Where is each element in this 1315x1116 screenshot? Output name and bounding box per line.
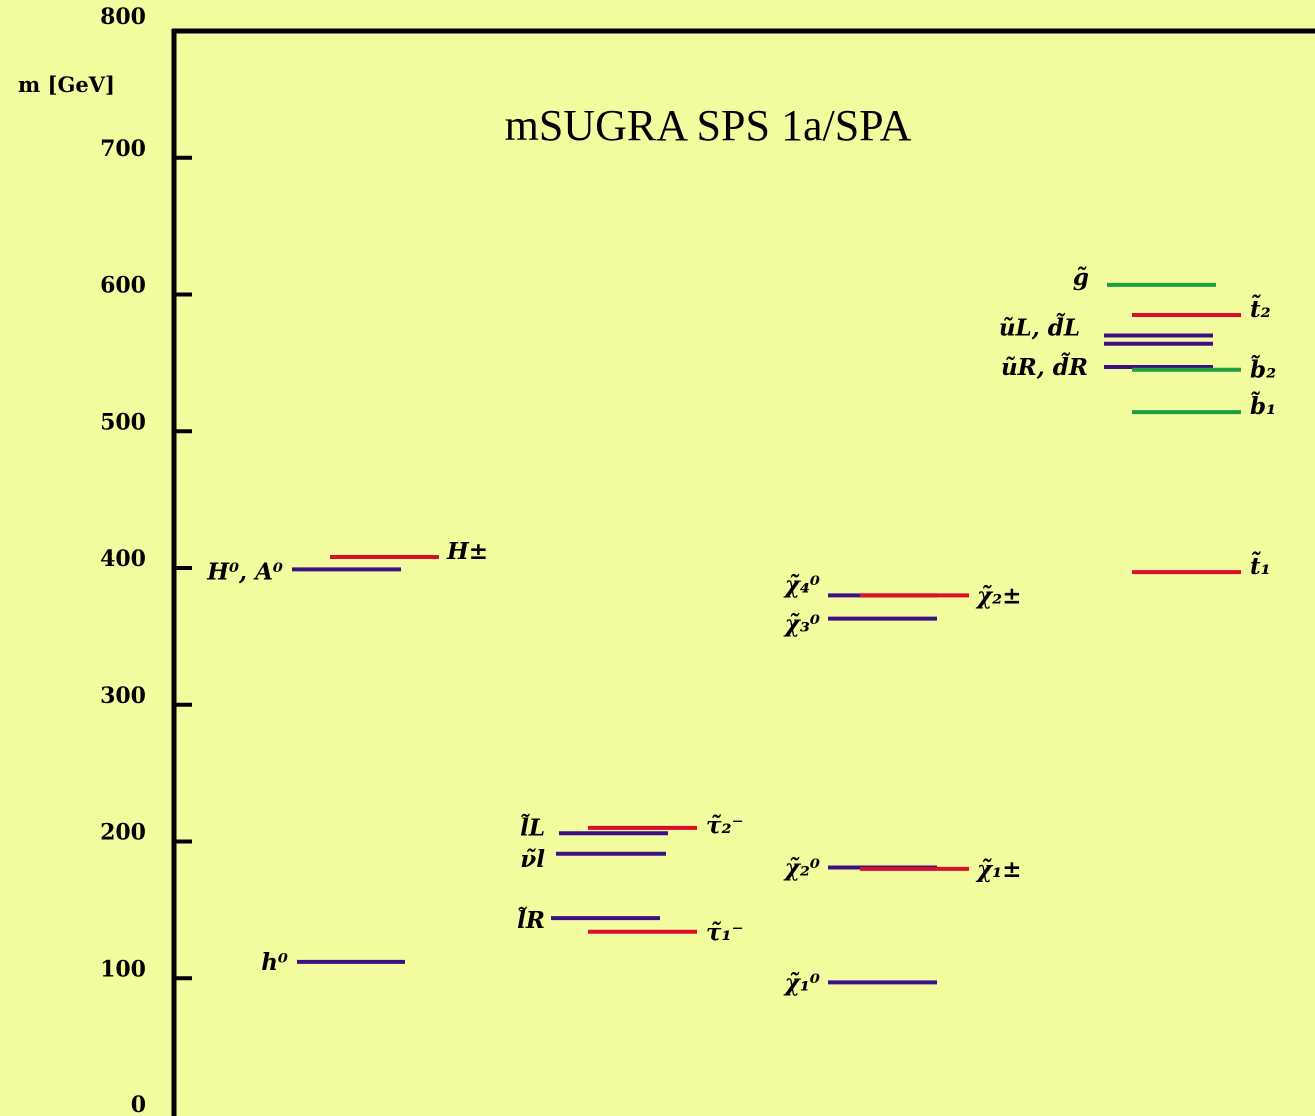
particle-label-chi03: χ̃₃⁰ <box>783 611 820 638</box>
y-tick-label-500: 500 <box>100 409 146 435</box>
particle-label-chipm1: χ̃₁± <box>975 856 1021 883</box>
chart-title: mSUGRA SPS 1a/SPA <box>505 101 912 150</box>
particle-label-chi01: χ̃₁⁰ <box>783 969 820 996</box>
particle-label-nul: ν̃l <box>520 846 545 873</box>
particle-label-tau1: τ̃₁⁻ <box>706 919 744 946</box>
y-tick-label-700: 700 <box>100 136 146 162</box>
particle-label-tau2: τ̃₂⁻ <box>706 812 744 839</box>
particle-label-chipm2: χ̃₂± <box>975 582 1021 609</box>
y-tick-label-400: 400 <box>100 546 146 572</box>
y-axis-label: m [GeV] <box>18 72 115 97</box>
particle-label-uLdL: ũL, d̃L <box>999 314 1080 341</box>
particle-label-H0A0: H⁰, A⁰ <box>206 558 283 585</box>
particle-label-uRdR: ũR, d̃R <box>1001 354 1088 381</box>
particle-label-chi04: χ̃₄⁰ <box>783 571 820 598</box>
particle-label-Hpm: H± <box>446 538 488 565</box>
particle-label-lR: l̃R <box>517 907 545 934</box>
particle-label-chi02: χ̃₂⁰ <box>783 854 820 881</box>
particle-label-sbot2: b̃₂ <box>1250 357 1276 384</box>
particle-label-gluino: g̃ <box>1073 264 1089 291</box>
particle-label-h0: h⁰ <box>261 949 288 976</box>
y-tick-label-0: 0 <box>131 1092 146 1116</box>
y-tick-label-100: 100 <box>100 956 146 982</box>
particle-label-stop1: t̃₁ <box>1250 553 1271 580</box>
particle-label-sbot1: b̃₁ <box>1250 393 1276 420</box>
y-tick-label-200: 200 <box>100 820 146 846</box>
particle-label-lL: l̃L <box>520 814 545 841</box>
y-tick-label-600: 600 <box>100 273 146 299</box>
y-tick-label-800: 800 <box>100 4 146 30</box>
y-tick-label-300: 300 <box>100 683 146 709</box>
particle-label-stop2: t̃₂ <box>1250 296 1271 323</box>
